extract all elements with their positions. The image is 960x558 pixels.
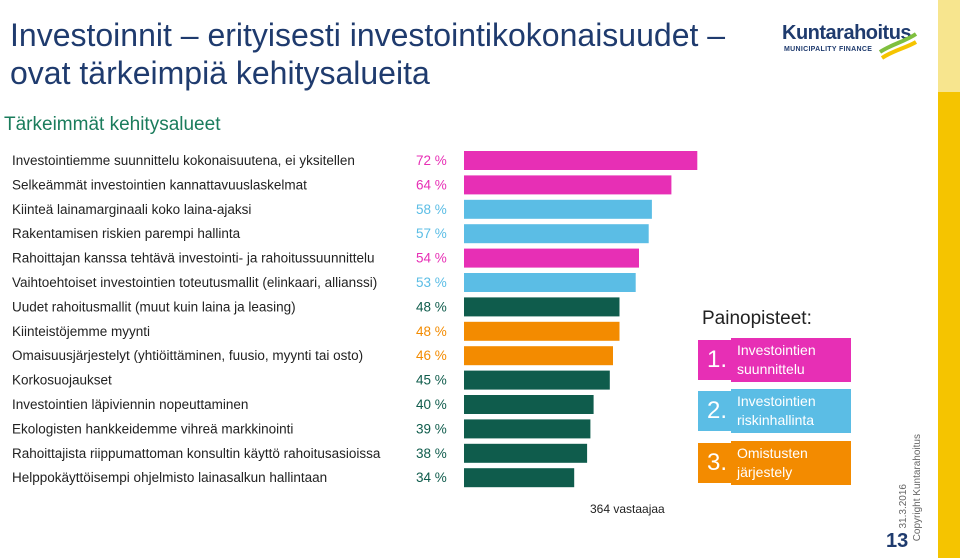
category-label: Omaisuusjärjestelyt (yhtiöittäminen, fuu… <box>12 348 363 363</box>
kuntarahoitus-logo: Kuntarahoitus MUNICIPALITY FINANCE <box>780 22 920 66</box>
logo-subtitle: MUNICIPALITY FINANCE <box>784 46 873 53</box>
value-label: 48 % <box>416 299 447 314</box>
side-bar-top <box>938 0 960 92</box>
category-label: Kiinteä lainamarginaali koko laina-ajaks… <box>12 202 251 217</box>
category-label: Rahoittajan kanssa tehtävä investointi- … <box>12 251 374 266</box>
focus-num-1: 1. <box>698 340 736 380</box>
value-label: 58 % <box>416 202 447 217</box>
bar <box>464 443 588 463</box>
bar <box>464 321 620 341</box>
page-title: Investoinnit – erityisesti investointiko… <box>10 16 750 92</box>
category-label: Rakentamisen riskien parempi hallinta <box>12 226 241 241</box>
bar <box>464 224 649 244</box>
bar <box>464 199 652 219</box>
focus-text-1: Investointien suunnittelu <box>731 338 851 382</box>
logo-name: Kuntarahoitus <box>782 22 912 44</box>
bar <box>464 468 575 488</box>
focus-num-2: 2. <box>698 391 736 431</box>
focus-title: Painopisteet: <box>702 308 812 329</box>
category-label: Investointien läpiviennin nopeuttaminen <box>12 397 248 412</box>
value-label: 34 % <box>416 470 447 485</box>
decorative-side-bar <box>938 0 960 558</box>
focus-text-3: Omistusten järjestely <box>731 441 851 485</box>
category-label: Helppokäyttöisempi ohjelmisto lainasalku… <box>12 470 327 485</box>
value-label: 53 % <box>416 275 447 290</box>
bar <box>464 175 672 195</box>
category-label: Vaihtoehtoiset investointien toteutusmal… <box>12 275 377 290</box>
bar <box>464 370 610 390</box>
bar <box>464 151 698 170</box>
category-label: Investointiemme suunnittelu kokonaisuute… <box>12 153 355 168</box>
value-label: 39 % <box>416 421 447 436</box>
focus-item-1: 1. Investointien suunnittelu <box>698 338 853 382</box>
value-label: 45 % <box>416 373 447 388</box>
focus-text-2: Investointien riskinhallinta <box>731 389 851 433</box>
value-label: 48 % <box>416 324 447 339</box>
page-number: 13 <box>886 530 909 552</box>
bar <box>464 419 591 439</box>
value-label: 72 % <box>416 153 447 168</box>
copyright: Copyright Kuntarahoitus <box>912 434 923 542</box>
bar <box>464 346 613 366</box>
category-label: Selkeämmät investointien kannattavuuslas… <box>12 177 307 192</box>
category-label: Kiinteistöjemme myynti <box>12 324 150 339</box>
date: 31.3.2016 <box>898 484 909 529</box>
value-label: 54 % <box>416 251 447 266</box>
value-label: 64 % <box>416 177 447 192</box>
bar <box>464 248 639 268</box>
value-label: 46 % <box>416 348 447 363</box>
logo-wings-icon <box>878 32 918 60</box>
bar <box>464 297 620 317</box>
focus-num-3: 3. <box>698 443 736 483</box>
title-line-2: ovat tärkeimpiä kehitysalueita <box>10 55 430 91</box>
category-label: Ekologisten hankkeidemme vihreä markkino… <box>12 421 293 436</box>
bar <box>464 273 636 292</box>
category-label: Korkosuojaukset <box>12 373 112 388</box>
value-label: 38 % <box>416 446 447 461</box>
value-label: 57 % <box>416 226 447 241</box>
respondent-count: 364 vastaajaa <box>590 502 665 516</box>
category-label: Rahoittajista riippumattoman konsultin k… <box>12 446 381 461</box>
focus-item-2: 2. Investointien riskinhallinta <box>698 389 853 433</box>
side-bar-bottom <box>938 92 960 558</box>
bar-chart: Investointiemme suunnittelu kokonaisuute… <box>12 151 698 488</box>
focus-item-3: 3. Omistusten järjestely <box>698 441 853 485</box>
value-label: 40 % <box>416 397 447 412</box>
section-subtitle: Tärkeimmät kehitysalueet <box>4 114 221 135</box>
category-label: Uudet rahoitusmallit (muut kuin laina ja… <box>12 299 296 314</box>
bar <box>464 395 594 414</box>
title-line-1: Investoinnit – erityisesti investointiko… <box>10 17 726 53</box>
